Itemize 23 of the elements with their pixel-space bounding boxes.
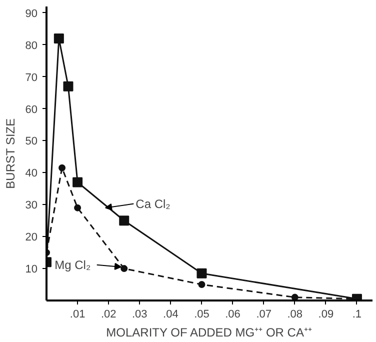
y-tick-label: 50 [25, 136, 38, 148]
y-axis-title: BURST SIZE [3, 118, 18, 189]
annotation: Ca Cl₂ [136, 196, 171, 211]
y-tick-label: 40 [25, 168, 38, 180]
y-tick-label: 70 [25, 72, 38, 84]
annotation: Mg Cl₂ [54, 258, 91, 272]
x-tick-label: .1 [352, 308, 362, 320]
x-tick-label: .05 [194, 308, 210, 320]
y-tick-label: 90 [25, 8, 38, 20]
x-tick-label: .06 [225, 308, 240, 320]
x-tick-label: .02 [100, 308, 116, 320]
x-tick-label: .07 [256, 308, 272, 320]
x-tick-label: .08 [287, 308, 303, 320]
x-tick-label: .04 [163, 308, 178, 320]
x-tick-label: .03 [132, 308, 148, 320]
y-tick-label: 30 [25, 200, 38, 212]
y-tick-label: 60 [25, 104, 38, 116]
y-tick-label: 20 [25, 232, 38, 244]
x-tick-label: .01 [70, 308, 86, 320]
y-tick-label: 80 [25, 40, 38, 52]
x-axis-title: MOLARITY OF ADDED MG⁺⁺ OR CA⁺⁺ [106, 326, 312, 340]
x-tick-label: .09 [318, 308, 334, 320]
y-tick-label: 10 [25, 264, 38, 276]
